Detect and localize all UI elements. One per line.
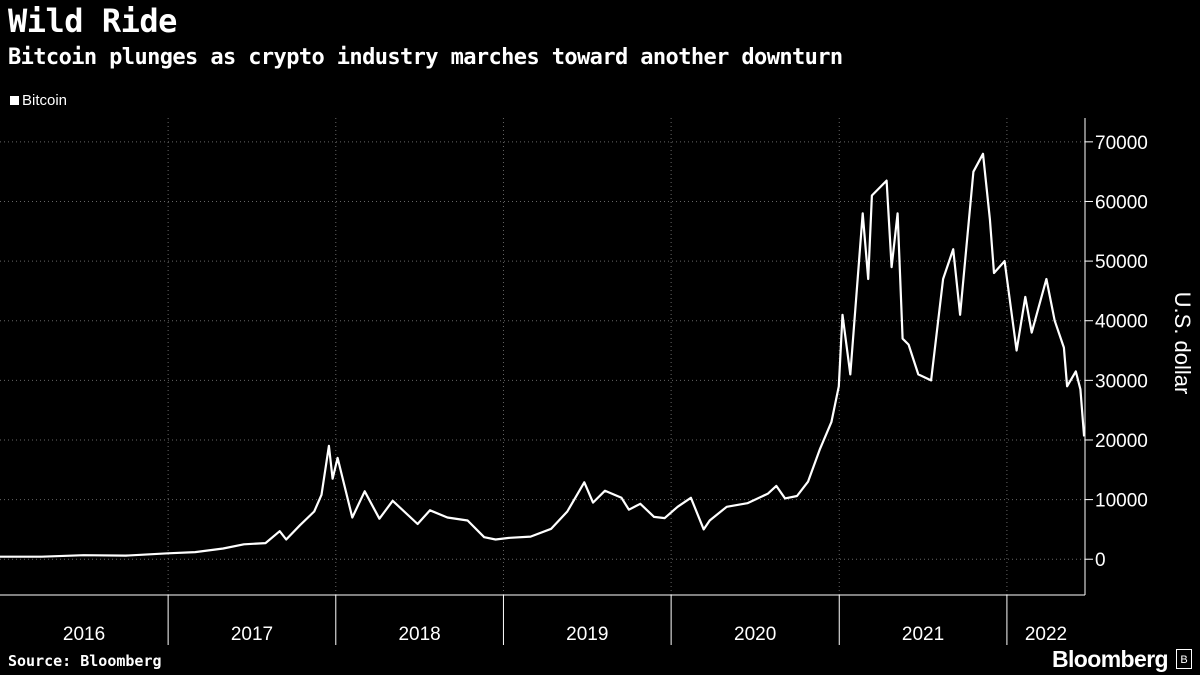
y-axis-label: U.S. dollar [1170, 292, 1195, 395]
y-tick-label: 50000 [1095, 252, 1148, 273]
legend: Bitcoin [10, 92, 67, 109]
y-tick-label: 70000 [1095, 133, 1148, 154]
y-tick-label: 0 [1095, 550, 1106, 571]
legend-swatch-bitcoin [10, 96, 19, 105]
x-tick-label: 2021 [902, 624, 944, 645]
y-tick-label: 30000 [1095, 371, 1148, 392]
bloomberg-logo-icon: B [1176, 649, 1192, 669]
y-tick-label: 40000 [1095, 312, 1148, 333]
y-tick-label: 60000 [1095, 192, 1148, 213]
series-line-bitcoin [0, 152, 1086, 558]
axes: 0 10000 20000 30000 40000 50000 60000 70000 2016… [0, 118, 1148, 645]
x-tick-label: 2018 [398, 624, 440, 645]
grid [0, 118, 1085, 595]
chart-subtitle: Bitcoin plunges as crypto industry march… [8, 45, 843, 70]
x-tick-label: 2017 [231, 624, 273, 645]
chart-title: Wild Ride [8, 2, 177, 40]
x-tick-label: 2019 [566, 624, 608, 645]
y-tick-label: 10000 [1095, 491, 1148, 512]
legend-label-bitcoin: Bitcoin [22, 92, 68, 109]
y-tick-label: 20000 [1095, 431, 1148, 452]
series-layer [0, 152, 1086, 558]
source-note: Source: Bloomberg [8, 652, 162, 670]
x-tick-label: 2016 [63, 624, 105, 645]
x-tick-label: 2020 [734, 624, 776, 645]
x-tick-label: 2022 [1025, 624, 1067, 645]
brand-name: Bloomberg [1052, 646, 1169, 672]
